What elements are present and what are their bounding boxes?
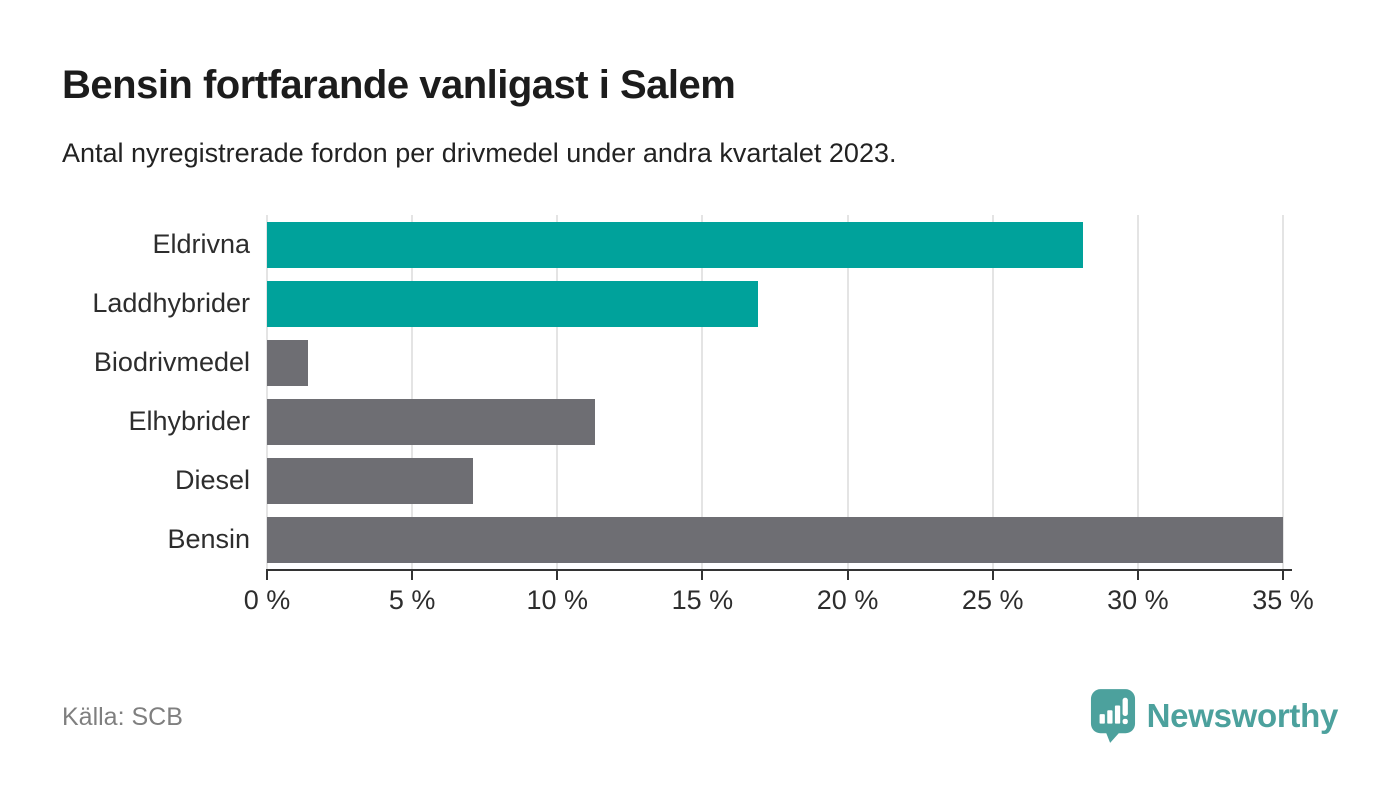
tick-35 [1282, 571, 1284, 580]
gridline-20 [846, 215, 849, 569]
tick-label-35: 35 % [1252, 585, 1314, 615]
tick-label-5: 5 % [388, 585, 436, 615]
bar-row-diesel: Diesel [175, 451, 1283, 510]
bar-row-bensin: Bensin [167, 510, 1283, 569]
gridline-0 [266, 215, 268, 569]
bar-bensin [267, 516, 1283, 563]
bar-eldrivna [267, 221, 1083, 268]
bar-row-elhybrider: Elhybrider [128, 392, 1283, 451]
gridline-35 [1282, 215, 1284, 569]
x-axis-line [266, 569, 1292, 571]
tick-label-30: 30 % [1107, 585, 1169, 615]
category-label-biodrivmedel: Biodrivmedel [93, 347, 250, 377]
gridline-30 [1136, 215, 1139, 569]
tick-label-0: 0 % [243, 585, 291, 615]
category-label-eldrivna: Eldrivna [152, 229, 250, 259]
gridline-15 [701, 215, 704, 569]
tick-label-15: 15 % [671, 585, 734, 615]
brand-logo: Newsworthy [1090, 688, 1338, 744]
tick-20 [846, 571, 849, 580]
bar-row-laddhybrider: Laddhybrider [92, 274, 1283, 333]
tick-5 [411, 571, 414, 580]
tick-30 [1136, 571, 1139, 580]
bar-biodrivmedel [267, 339, 308, 386]
gridline-10 [556, 215, 559, 569]
tick-15 [701, 571, 704, 580]
page-subtitle: Antal nyregistrerade fordon per drivmede… [62, 138, 897, 168]
bar-row-eldrivna: Eldrivna [152, 215, 1283, 274]
bar-laddhybrider [267, 280, 758, 327]
tick-label-20: 20 % [816, 585, 879, 615]
bar-chart-plot-area: Eldrivna Laddhybrider Biodrivmedel Elhybrid… [92, 215, 1314, 615]
bar-diesel [267, 457, 474, 504]
page-title: Bensin fortfarande vanligast i Salem [62, 63, 736, 107]
category-label-diesel: Diesel [174, 465, 250, 495]
category-label-bensin: Bensin [167, 524, 250, 554]
tick-label-25: 25 % [961, 585, 1024, 615]
category-label-elhybrider: Elhybrider [128, 406, 250, 436]
gridline-5 [411, 215, 414, 569]
gridline-25 [991, 215, 994, 569]
brand-name: Newsworthy [1146, 697, 1339, 734]
bar-row-biodrivmedel: Biodrivmedel [94, 333, 1283, 392]
bar-elhybrider [267, 398, 596, 445]
bar-rows: Eldrivna Laddhybrider Biodrivmedel Elhybrid… [92, 215, 1283, 569]
newsworthy-icon [1090, 688, 1136, 744]
category-label-laddhybrider: Laddhybrider [92, 288, 250, 318]
source-note: Källa: SCB [62, 703, 183, 731]
tick-25 [991, 571, 994, 580]
tick-0 [266, 571, 268, 580]
tick-label-10: 10 % [526, 585, 589, 615]
chart-header: Bensin fortfarande vanligast i Salem Ant… [62, 62, 896, 169]
tick-10 [556, 571, 559, 580]
